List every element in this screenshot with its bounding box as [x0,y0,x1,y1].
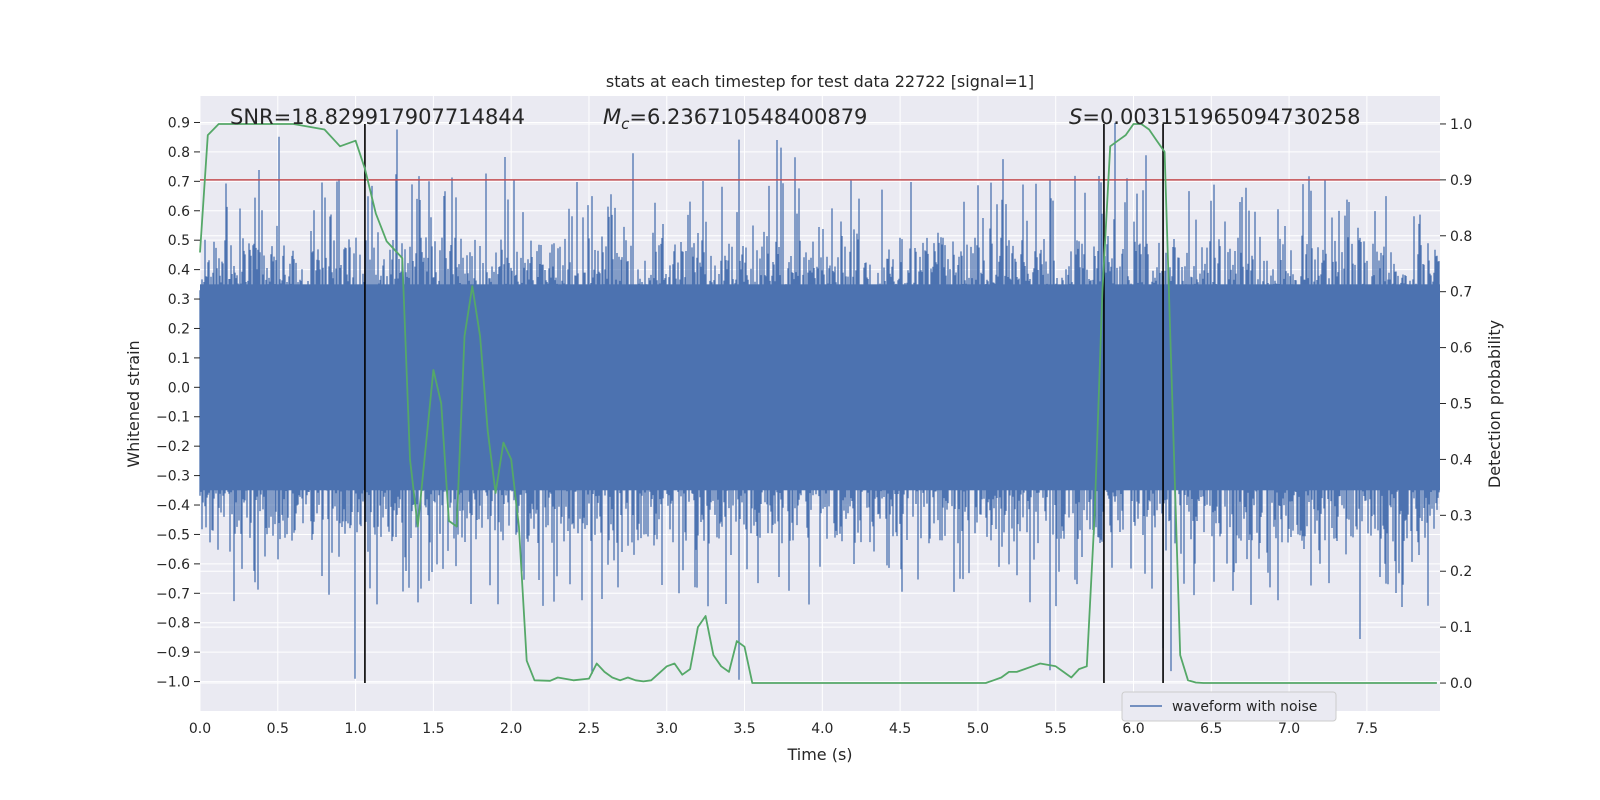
chirp-mass-symbol: M [603,105,621,129]
x-axis: 0.0 0.5 1.0 1.5 2.0 2.5 3.0 3.5 4.0 4.5 5.0 5.5 6.0 6… [189,721,1378,737]
y-tick-label: −0.5 [156,527,190,543]
s-statistic-value: =0.003151965094730258 [1082,105,1360,129]
detection-probability-line [199,123,1437,684]
legend-box [1121,691,1337,722]
waveform-line [199,122,1440,680]
s-statistic-annotation: S=0.003151965094730258 [1069,105,1360,129]
y-right-tick-label: 1.0 [1450,117,1472,133]
y-right-tick-label: 0.6 [1450,341,1472,357]
y-tick-label: 0.3 [168,292,190,308]
y-axis-left: 0.9 0.8 0.7 0.6 0.5 0.4 0.3 0.2 0.1 0.0 −0.1 −0.2 −0… [156,115,200,691]
y-tick-label: −0.1 [156,410,190,426]
y-right-tick-label: 0.3 [1450,508,1472,524]
y-tick-label: −0.9 [156,645,190,661]
y-right-tick-label: 0.7 [1450,285,1472,301]
y-tick-label: 0.6 [168,204,190,220]
x-tick-label: 4.5 [889,721,911,737]
y-right-tick-label: 0.5 [1450,397,1472,413]
y-axis-label: Whitened strain [124,340,143,467]
x-tick-label: 7.5 [1356,721,1378,737]
x-tick-label: 0.5 [267,721,289,737]
x-tick-label: 0.0 [189,721,211,737]
y-tick-label: −0.6 [156,557,190,573]
y-tick-label: −0.3 [156,469,190,485]
x-tick-label: 6.0 [1122,721,1144,737]
x-tick-label: 3.0 [656,721,678,737]
overlay-layer [199,123,1440,684]
chirp-mass-value: =6.236710548400879 [629,105,867,129]
y-right-tick-label: 0.0 [1450,676,1472,692]
y-tick-label: 0.0 [168,380,190,396]
x-tick-label: 4.0 [811,721,833,737]
legend: waveform with noise [1121,691,1337,722]
x-tick-label: 1.0 [344,721,366,737]
x-tick-label: 2.5 [578,721,600,737]
y-right-tick-label: 0.1 [1450,620,1472,636]
x-tick-label: 2.0 [500,721,522,737]
y-tick-label: 0.4 [168,263,190,279]
legend-label: waveform with noise [1172,699,1317,715]
y-tick-label: 0.5 [168,233,190,249]
s-statistic-symbol: S [1069,105,1082,129]
chart-title: stats at each timestep for test data 227… [606,72,1034,91]
y-axis-right-label: Detection probability [1485,320,1504,488]
y-tick-label: −0.8 [156,616,190,632]
chirp-mass-subscript: c [621,115,630,133]
y-right-tick-label: 0.8 [1450,229,1472,245]
y-axis-right: 1.0 0.9 0.8 0.7 0.6 0.5 0.4 0.3 0.2 0.1 0.0 [1440,117,1472,692]
y-right-tick-label: 0.2 [1450,564,1472,580]
y-right-tick-label: 0.4 [1450,452,1472,468]
x-tick-label: 1.5 [422,721,444,737]
y-tick-label: 0.7 [168,174,190,190]
x-tick-label: 5.5 [1045,721,1067,737]
y-right-tick-label: 0.9 [1450,173,1472,189]
y-tick-label: −0.7 [156,586,190,602]
x-axis-label: Time (s) [786,745,852,764]
x-tick-label: 5.0 [967,721,989,737]
x-tick-label: 6.5 [1200,721,1222,737]
snr-annotation: SNR=18.829917907714844 [230,105,525,129]
chirp-mass-annotation: Mc=6.236710548400879 [603,105,867,133]
y-tick-label: 0.1 [168,351,190,367]
x-tick-label: 7.0 [1278,721,1300,737]
y-tick-label: −0.4 [156,498,190,514]
y-tick-label: 0.9 [168,115,190,131]
y-tick-label: 0.2 [168,321,190,337]
x-tick-label: 3.5 [733,721,755,737]
y-tick-label: −0.2 [156,439,190,455]
y-tick-label: −1.0 [156,675,190,691]
y-tick-label: 0.8 [168,145,190,161]
